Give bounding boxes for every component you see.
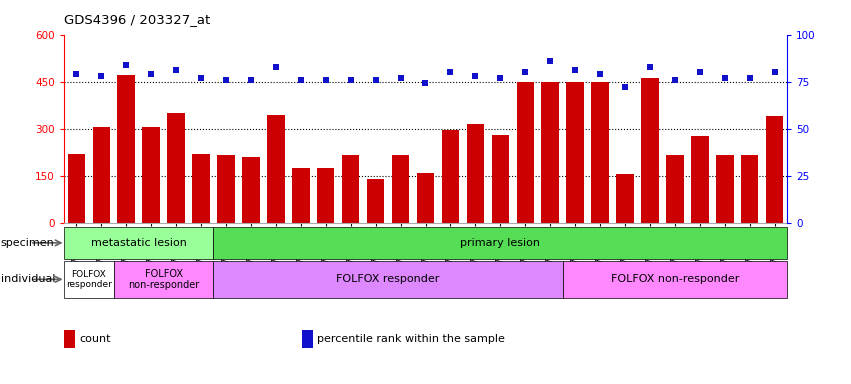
- Text: specimen: specimen: [1, 238, 54, 248]
- Point: [568, 67, 582, 73]
- Bar: [217, 155, 235, 223]
- Point: [244, 77, 258, 83]
- Text: FOLFOX
responder: FOLFOX responder: [66, 270, 111, 289]
- Bar: [67, 154, 85, 223]
- Bar: [317, 168, 334, 223]
- Bar: [243, 157, 260, 223]
- Bar: [142, 127, 160, 223]
- Point: [419, 80, 432, 86]
- Point: [643, 63, 657, 70]
- Point: [518, 69, 532, 75]
- Point: [368, 77, 382, 83]
- Point: [94, 73, 108, 79]
- Text: FOLFOX
non-responder: FOLFOX non-responder: [128, 268, 199, 290]
- Point: [618, 84, 631, 90]
- Point: [394, 75, 408, 81]
- Text: primary lesion: primary lesion: [460, 238, 540, 248]
- Text: FOLFOX non-responder: FOLFOX non-responder: [611, 274, 740, 285]
- Bar: [567, 82, 584, 223]
- Text: percentile rank within the sample: percentile rank within the sample: [317, 334, 505, 344]
- Point: [294, 77, 307, 83]
- Point: [169, 67, 183, 73]
- Bar: [64, 227, 214, 259]
- Point: [145, 71, 158, 77]
- Bar: [93, 127, 110, 223]
- Point: [469, 73, 483, 79]
- Bar: [591, 82, 608, 223]
- Point: [718, 75, 732, 81]
- Point: [743, 75, 757, 81]
- Bar: [214, 227, 787, 259]
- Bar: [691, 136, 709, 223]
- Bar: [741, 155, 758, 223]
- Bar: [541, 82, 559, 223]
- Bar: [466, 124, 484, 223]
- Bar: [114, 261, 214, 298]
- Bar: [616, 174, 634, 223]
- Bar: [666, 155, 683, 223]
- Point: [220, 77, 233, 83]
- Bar: [64, 261, 114, 298]
- Bar: [292, 168, 310, 223]
- Point: [119, 61, 133, 68]
- Text: count: count: [79, 334, 111, 344]
- Point: [344, 77, 357, 83]
- Point: [70, 71, 83, 77]
- Bar: [214, 261, 563, 298]
- Bar: [442, 130, 460, 223]
- Point: [494, 75, 507, 81]
- Bar: [766, 116, 784, 223]
- Text: FOLFOX responder: FOLFOX responder: [336, 274, 440, 285]
- Point: [443, 69, 457, 75]
- Bar: [417, 172, 434, 223]
- Bar: [367, 179, 385, 223]
- Point: [319, 77, 333, 83]
- Bar: [391, 155, 409, 223]
- Point: [194, 75, 208, 81]
- Point: [693, 69, 706, 75]
- Bar: [642, 78, 659, 223]
- Bar: [267, 114, 284, 223]
- Point: [269, 63, 283, 70]
- Bar: [192, 154, 209, 223]
- Bar: [517, 82, 534, 223]
- Text: individual: individual: [1, 274, 55, 285]
- Bar: [342, 155, 359, 223]
- Text: metastatic lesion: metastatic lesion: [91, 238, 186, 248]
- Bar: [716, 155, 734, 223]
- Point: [593, 71, 607, 77]
- Point: [768, 69, 781, 75]
- Bar: [563, 261, 787, 298]
- Bar: [492, 135, 509, 223]
- Bar: [168, 113, 185, 223]
- Text: GDS4396 / 203327_at: GDS4396 / 203327_at: [64, 13, 210, 26]
- Point: [544, 58, 557, 64]
- Point: [668, 77, 682, 83]
- Bar: [117, 75, 135, 223]
